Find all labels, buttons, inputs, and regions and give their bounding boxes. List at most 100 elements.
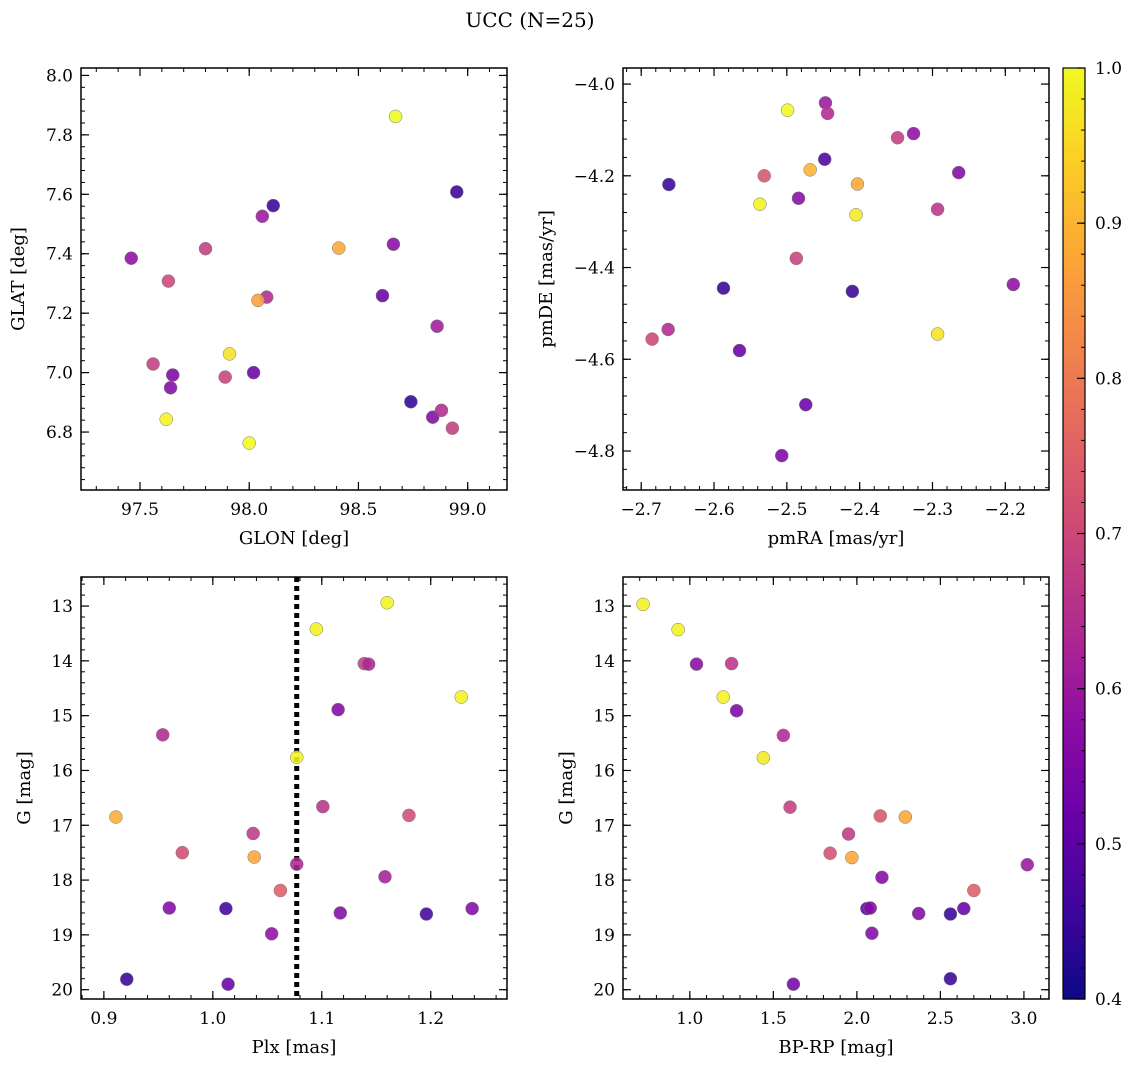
colorbar-segment [1063,300,1085,310]
scatter-point [331,702,345,717]
x-tick-label: −2.6 [693,500,734,520]
scatter-point [898,810,913,824]
colorbar-segment [1063,246,1085,255]
colorbar-segment [1063,339,1085,348]
x-tick-label: 99.0 [449,500,487,520]
y-tick-label: 14 [51,652,73,672]
scatter-point [783,800,797,814]
colorbar-segment [1063,905,1085,915]
scatter-point [845,284,860,299]
y-tick-label: −4.2 [574,167,615,187]
colorbar-segment [1063,517,1085,527]
colorbar-segment [1063,812,1085,822]
scatter-point [890,130,905,145]
colorbar-tick-label: 0.4 [1095,990,1122,1010]
scatter-point [222,347,237,361]
colorbar-segment [1063,836,1085,845]
scatter-point [380,596,394,610]
scatter-point [198,241,213,256]
colorbar-segment [1063,874,1085,884]
y-axis-label: GLAT [deg] [8,227,29,331]
colorbar-segment [1063,215,1085,224]
colorbar-segment [1063,611,1085,620]
colorbar-segment [1063,122,1085,131]
scatter-point [799,397,813,412]
x-axis-label: BP-RP [mag] [778,1037,893,1058]
colorbar-segment [1063,820,1085,829]
x-tick-label: −2.7 [621,500,662,520]
colorbar-segment [1063,843,1085,853]
scatter-point [791,191,806,206]
colorbar-segment [1063,719,1085,729]
colorbar-segment [1063,285,1085,294]
scatter-point [146,357,160,371]
x-tick-label: 98.0 [230,500,268,520]
axes-frame [80,67,508,491]
scatter-point [289,857,304,871]
x-tick-label: 1.0 [676,1009,703,1029]
colorbar-segment [1063,471,1085,480]
colorbar-segment [1063,370,1085,379]
y-tick-label: 7.6 [46,185,73,205]
scatter-point [402,808,416,823]
scatter-point [789,251,804,266]
colorbar-segment [1063,642,1085,651]
scatter-point [943,971,958,986]
panel-parallax-magnitude: 0.9 1.0 1.1 1.2 13 14 15 16 17 18 19 20 Plx [mas] G [… [14,576,508,1058]
colorbar-segment [1063,603,1085,612]
scatter-point [636,597,650,612]
colorbar: 0.4 0.5 0.6 0.7 0.8 0.9 1.0 [1062,59,1122,1010]
colorbar-segment [1063,176,1085,185]
scatter-point [378,870,392,884]
scatter-point [251,293,265,308]
colorbar-segment [1063,192,1085,201]
colorbar-segment [1063,618,1085,628]
colorbar-segment [1063,409,1085,418]
colorbar-segment [1063,913,1085,923]
x-tick-label: 1.0 [199,1009,226,1029]
axes-frame [80,576,508,1000]
scatter-point [332,241,346,255]
colorbar-segment [1063,75,1085,85]
colorbar-segment [1063,494,1085,504]
colorbar-segment [1063,828,1085,837]
scatter-point [361,657,376,671]
colorbar-segment [1063,308,1085,317]
colorbar-segment [1063,704,1085,713]
colorbar-segment [1063,587,1085,597]
colorbar-segment [1063,362,1085,372]
colorbar-segment [1063,766,1085,775]
colorbar-segment [1063,789,1085,798]
colorbar-segment [1063,99,1085,108]
scatter-point [309,622,324,636]
colorbar-segment [1063,223,1085,232]
scatter-point [404,394,418,409]
x-tick-label: −2.5 [766,500,807,520]
x-tick-label: 1.2 [417,1009,444,1029]
colorbar-tick-label: 1.0 [1095,59,1122,79]
colorbar-tick-label: 0.5 [1095,835,1122,855]
colorbar-segment [1063,401,1085,410]
y-tick-label: 17 [593,816,615,836]
colorbar-segment [1063,673,1085,682]
panel-glon-glat: 97.5 98.0 98.5 99.0 6.8 7.0 7.2 7.4 7.6 7.8 8.0 GLO… [8,66,508,549]
scatter-point [662,177,676,192]
y-tick-label: 18 [51,871,73,891]
colorbar-segment [1063,145,1085,154]
scatter-point [906,126,921,141]
scatter-point [333,906,348,920]
y-tick-label: 19 [51,926,73,946]
scatter-point [957,901,971,916]
colorbar-segment [1063,991,1085,1000]
x-tick-label: 0.9 [90,1009,117,1029]
colorbar-segment [1063,424,1085,434]
colorbar-segment [1063,455,1085,465]
colorbar-segment [1063,463,1085,473]
x-axis-label: Plx [mas] [252,1037,337,1058]
scatter-point [661,322,675,337]
scatter-point [273,883,288,898]
y-axis-label: G [mag] [14,751,35,824]
colorbar-segment [1063,727,1085,736]
colorbar-segment [1063,510,1085,519]
